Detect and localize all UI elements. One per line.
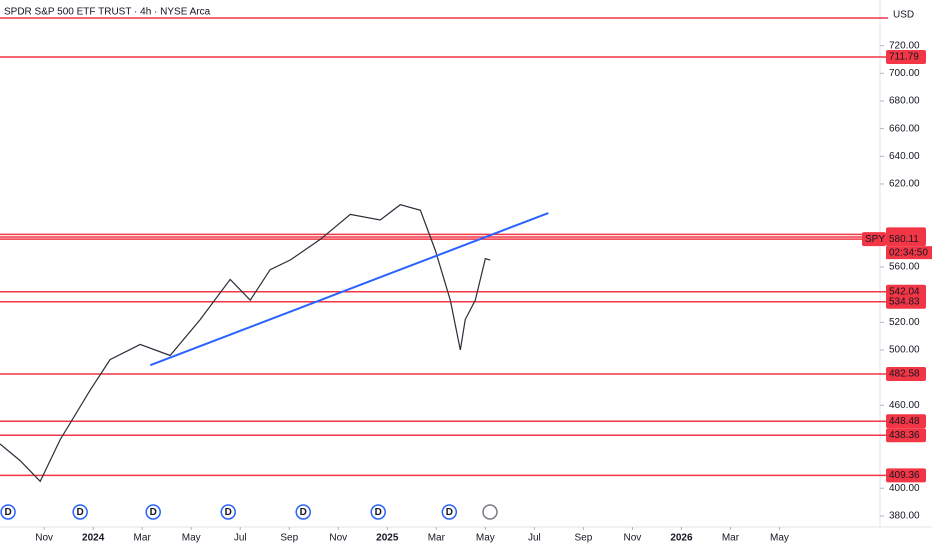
level-label-box	[886, 294, 926, 309]
y-tick-label: 400.00	[889, 483, 920, 494]
x-tick-label: Jul	[234, 533, 247, 544]
x-tick-label: 2026	[670, 533, 693, 544]
level-label-box	[886, 50, 926, 65]
level-label-box	[886, 428, 926, 443]
x-tick-label: Sep	[574, 533, 592, 544]
dividend-marker	[441, 504, 458, 520]
x-tick-label: 2024	[82, 533, 105, 544]
dividend-label: D	[375, 507, 382, 518]
x-tick-label: Mar	[428, 533, 446, 544]
dividend-marker	[145, 504, 161, 520]
dividend-label: D	[446, 507, 453, 518]
x-tick-label: Nov	[624, 533, 642, 544]
x-tick-label: May	[770, 533, 789, 544]
x-tick-label: May	[182, 533, 201, 544]
y-tick-label: 520.00	[889, 317, 920, 328]
x-tick-label: Nov	[329, 533, 347, 544]
x-tick-label: Jul	[528, 533, 541, 544]
y-tick-label: 720.00	[889, 40, 920, 51]
y-tick-label: 680.00	[889, 96, 920, 107]
dividend-label: D	[150, 507, 157, 518]
level-label-box	[886, 367, 926, 382]
y-tick-label: 660.00	[889, 123, 920, 134]
trendline	[149, 212, 549, 367]
x-tick-label: Nov	[35, 533, 53, 544]
chart-title: SPDR S&P 500 ETF TRUST · 4h · NYSE Arca	[4, 7, 211, 18]
dividend-label: D	[300, 507, 307, 518]
dividend-marker	[295, 504, 311, 520]
x-tick-label: Mar	[134, 533, 152, 544]
y-tick-label: 640.00	[889, 151, 920, 162]
x-tick-label: May	[476, 533, 495, 544]
y-tick-label: 380.00	[889, 511, 920, 522]
symbol-box	[862, 232, 886, 247]
level-label: 542.04	[889, 286, 920, 297]
level-label: 409.36	[889, 470, 920, 481]
dividend-marker	[220, 504, 236, 520]
x-tick-label: Mar	[722, 533, 740, 544]
dividend-marker	[72, 504, 88, 520]
level-label-box	[886, 414, 926, 429]
countdown: 02:34:50	[889, 247, 928, 258]
level-label: 438.36	[889, 430, 920, 441]
x-tick-label: Sep	[280, 533, 298, 544]
level-label: 534.83	[889, 296, 920, 307]
x-tick-label: 2025	[376, 533, 399, 544]
price-line	[0, 204, 491, 483]
level-label: 711.79	[889, 52, 919, 63]
level-label: 448.48	[889, 416, 920, 427]
y-tick-label: 460.00	[889, 400, 920, 411]
dividend-label: D	[4, 507, 11, 518]
currency: USD	[893, 10, 914, 21]
earnings-marker	[482, 504, 498, 520]
symbol-label: SPY	[865, 234, 885, 245]
level-label-box	[886, 468, 926, 483]
y-tick-label: 700.00	[889, 68, 920, 79]
y-tick-label: 500.00	[889, 345, 920, 356]
dividend-label: D	[225, 507, 232, 518]
countdown-box	[886, 246, 932, 260]
y-tick-label: 560.00	[889, 262, 920, 273]
y-tick-label: 620.00	[889, 179, 920, 190]
dividend-marker	[0, 504, 16, 520]
level-label: 482.58	[889, 369, 920, 380]
level-label-box	[886, 232, 926, 247]
dividend-marker	[370, 504, 386, 520]
dividend-label: D	[77, 507, 84, 518]
level-label: 580.11	[889, 234, 919, 245]
